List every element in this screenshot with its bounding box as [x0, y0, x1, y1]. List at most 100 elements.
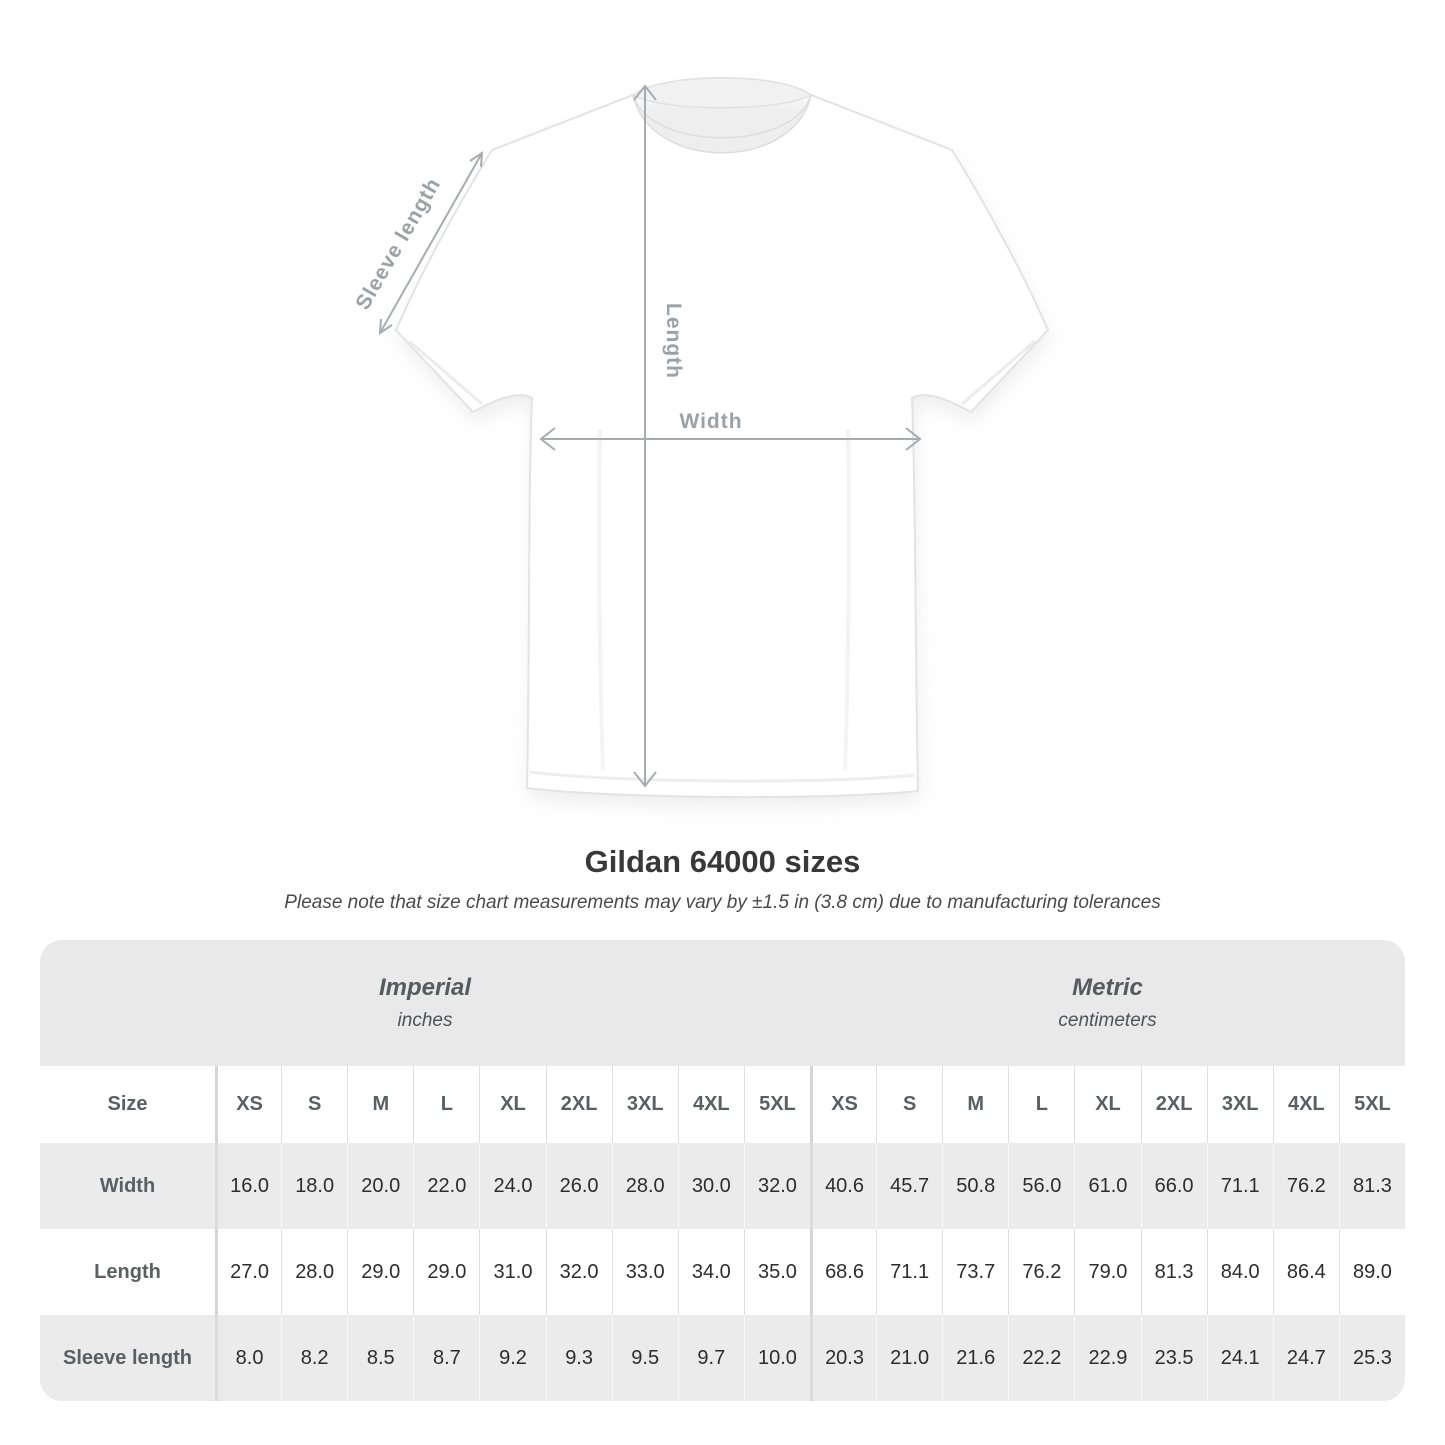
value-cell: 24.0 [479, 1143, 545, 1229]
size-header-row: Size XS S M L XL 2XL 3XL 4XL 5XL XS S M L XL 2XL 3XL 4XL… [40, 1066, 1405, 1143]
value-cell: 9.7 [677, 1315, 744, 1401]
value-cell: 40.6 [809, 1143, 876, 1229]
value-cell: 22.0 [413, 1143, 479, 1229]
value-cell: 16.0 [215, 1143, 281, 1229]
size-col-xs-imperial: XS [215, 1066, 281, 1143]
size-col-s-imperial: S [281, 1066, 347, 1143]
value-cell: 8.5 [347, 1315, 413, 1401]
value-cell: 24.7 [1272, 1315, 1339, 1401]
value-cell: 56.0 [1008, 1143, 1074, 1229]
value-cell: 9.3 [545, 1315, 612, 1401]
size-col-l-metric: L [1008, 1066, 1074, 1143]
length-arrow [633, 84, 657, 788]
value-cell: 8.7 [413, 1315, 479, 1401]
value-cell: 32.0 [743, 1143, 810, 1229]
size-col-m-metric: M [942, 1066, 1008, 1143]
value-cell: 33.0 [611, 1229, 678, 1315]
value-cell: 76.2 [1272, 1143, 1339, 1229]
size-chart-table: Imperial inches Metric centimeters Size … [40, 940, 1405, 1401]
value-cell: 9.2 [479, 1315, 545, 1401]
value-cell: 76.2 [1008, 1229, 1074, 1315]
metric-label: Metric [1072, 974, 1143, 1001]
value-cell: 20.0 [347, 1143, 413, 1229]
size-col-3xl-metric: 3XL [1206, 1066, 1273, 1143]
value-cell: 29.0 [413, 1229, 479, 1315]
page-title: Gildan 64000 sizes [584, 844, 861, 879]
value-cell: 10.0 [743, 1315, 810, 1401]
size-col-5xl-imperial: 5XL [743, 1066, 810, 1143]
value-cell: 28.0 [611, 1143, 678, 1229]
value-cell: 25.3 [1338, 1315, 1405, 1401]
imperial-unit: inches [397, 1010, 453, 1031]
value-cell: 8.2 [281, 1315, 347, 1401]
hem-seam [529, 770, 916, 783]
value-cell: 71.1 [1206, 1143, 1273, 1229]
value-cell: 73.7 [942, 1229, 1008, 1315]
value-cell: 20.3 [809, 1315, 876, 1401]
collar-band [632, 94, 812, 154]
row-length: Length 27.0 28.0 29.0 29.0 31.0 32.0 33.0 34.0 35… [40, 1229, 1405, 1315]
unit-group-row: Imperial inches Metric centimeters [40, 940, 1405, 1066]
size-col-3xl-imperial: 3XL [611, 1066, 678, 1143]
value-cell: 35.0 [743, 1229, 810, 1315]
body-crease-left [597, 429, 605, 771]
size-header: Size [107, 1093, 148, 1115]
value-cell: 81.3 [1140, 1229, 1207, 1315]
value-cell: 84.0 [1206, 1229, 1273, 1315]
value-cell: 50.8 [942, 1143, 1008, 1229]
tshirt-diagram-svg: Length Width Sleeve length [351, 77, 1050, 808]
value-cell: 29.0 [347, 1229, 413, 1315]
value-cell: 61.0 [1074, 1143, 1140, 1229]
size-col-xl-imperial: XL [479, 1066, 545, 1143]
value-cell: 23.5 [1140, 1315, 1207, 1401]
width-label: Width [679, 410, 742, 433]
value-cell: 27.0 [215, 1229, 281, 1315]
metric-unit: centimeters [1058, 1010, 1157, 1031]
size-col-2xl-metric: 2XL [1140, 1066, 1207, 1143]
value-cell: 8.0 [215, 1315, 281, 1401]
value-cell: 22.9 [1074, 1315, 1140, 1401]
imperial-group-header: Imperial inches [40, 940, 810, 1066]
size-table-wrapper: Imperial inches Metric centimeters Size … [40, 940, 1405, 1401]
size-col-l-imperial: L [413, 1066, 479, 1143]
right-cuff-seam [961, 339, 1036, 406]
width-arrow [539, 427, 922, 451]
value-cell: 89.0 [1338, 1229, 1405, 1315]
tshirt-body [394, 93, 1050, 799]
row-label: Sleeve length [63, 1346, 192, 1369]
size-col-xl-metric: XL [1074, 1066, 1140, 1143]
value-cell: 79.0 [1074, 1229, 1140, 1315]
value-cell: 45.7 [876, 1143, 942, 1229]
value-cell: 18.0 [281, 1143, 347, 1229]
size-col-2xl-imperial: 2XL [545, 1066, 612, 1143]
value-cell: 30.0 [677, 1143, 744, 1229]
value-cell: 31.0 [479, 1229, 545, 1315]
value-cell: 86.4 [1272, 1229, 1339, 1315]
length-label: Length [662, 303, 685, 379]
row-label: Length [94, 1260, 161, 1283]
size-col-s-metric: S [876, 1066, 942, 1143]
size-col-4xl-metric: 4XL [1272, 1066, 1339, 1143]
row-label: Width [99, 1174, 156, 1197]
value-cell: 22.2 [1008, 1315, 1074, 1401]
value-cell: 21.6 [942, 1315, 1008, 1401]
value-cell: 21.0 [876, 1315, 942, 1401]
left-cuff-seam [408, 339, 483, 406]
value-cell: 9.5 [611, 1315, 678, 1401]
tshirt-size-diagram: Length Width Sleeve length [351, 77, 1050, 808]
metric-group-header: Metric centimeters [809, 940, 1405, 1066]
value-cell: 66.0 [1140, 1143, 1207, 1229]
body-crease-right [843, 429, 851, 771]
value-cell: 32.0 [545, 1229, 612, 1315]
size-col-m-imperial: M [347, 1066, 413, 1143]
value-cell: 81.3 [1338, 1143, 1405, 1229]
row-sleeve-length: Sleeve length 8.0 8.2 8.5 8.7 9.2 9.3 9.5 9.7 10.… [40, 1315, 1405, 1401]
size-col-5xl-metric: 5XL [1338, 1066, 1405, 1143]
size-col-xs-metric: XS [809, 1066, 876, 1143]
sleeve-length-arrow [378, 151, 484, 335]
value-cell: 28.0 [281, 1229, 347, 1315]
value-cell: 34.0 [677, 1229, 744, 1315]
imperial-label: Imperial [378, 974, 472, 1001]
value-cell: 24.1 [1206, 1315, 1273, 1401]
